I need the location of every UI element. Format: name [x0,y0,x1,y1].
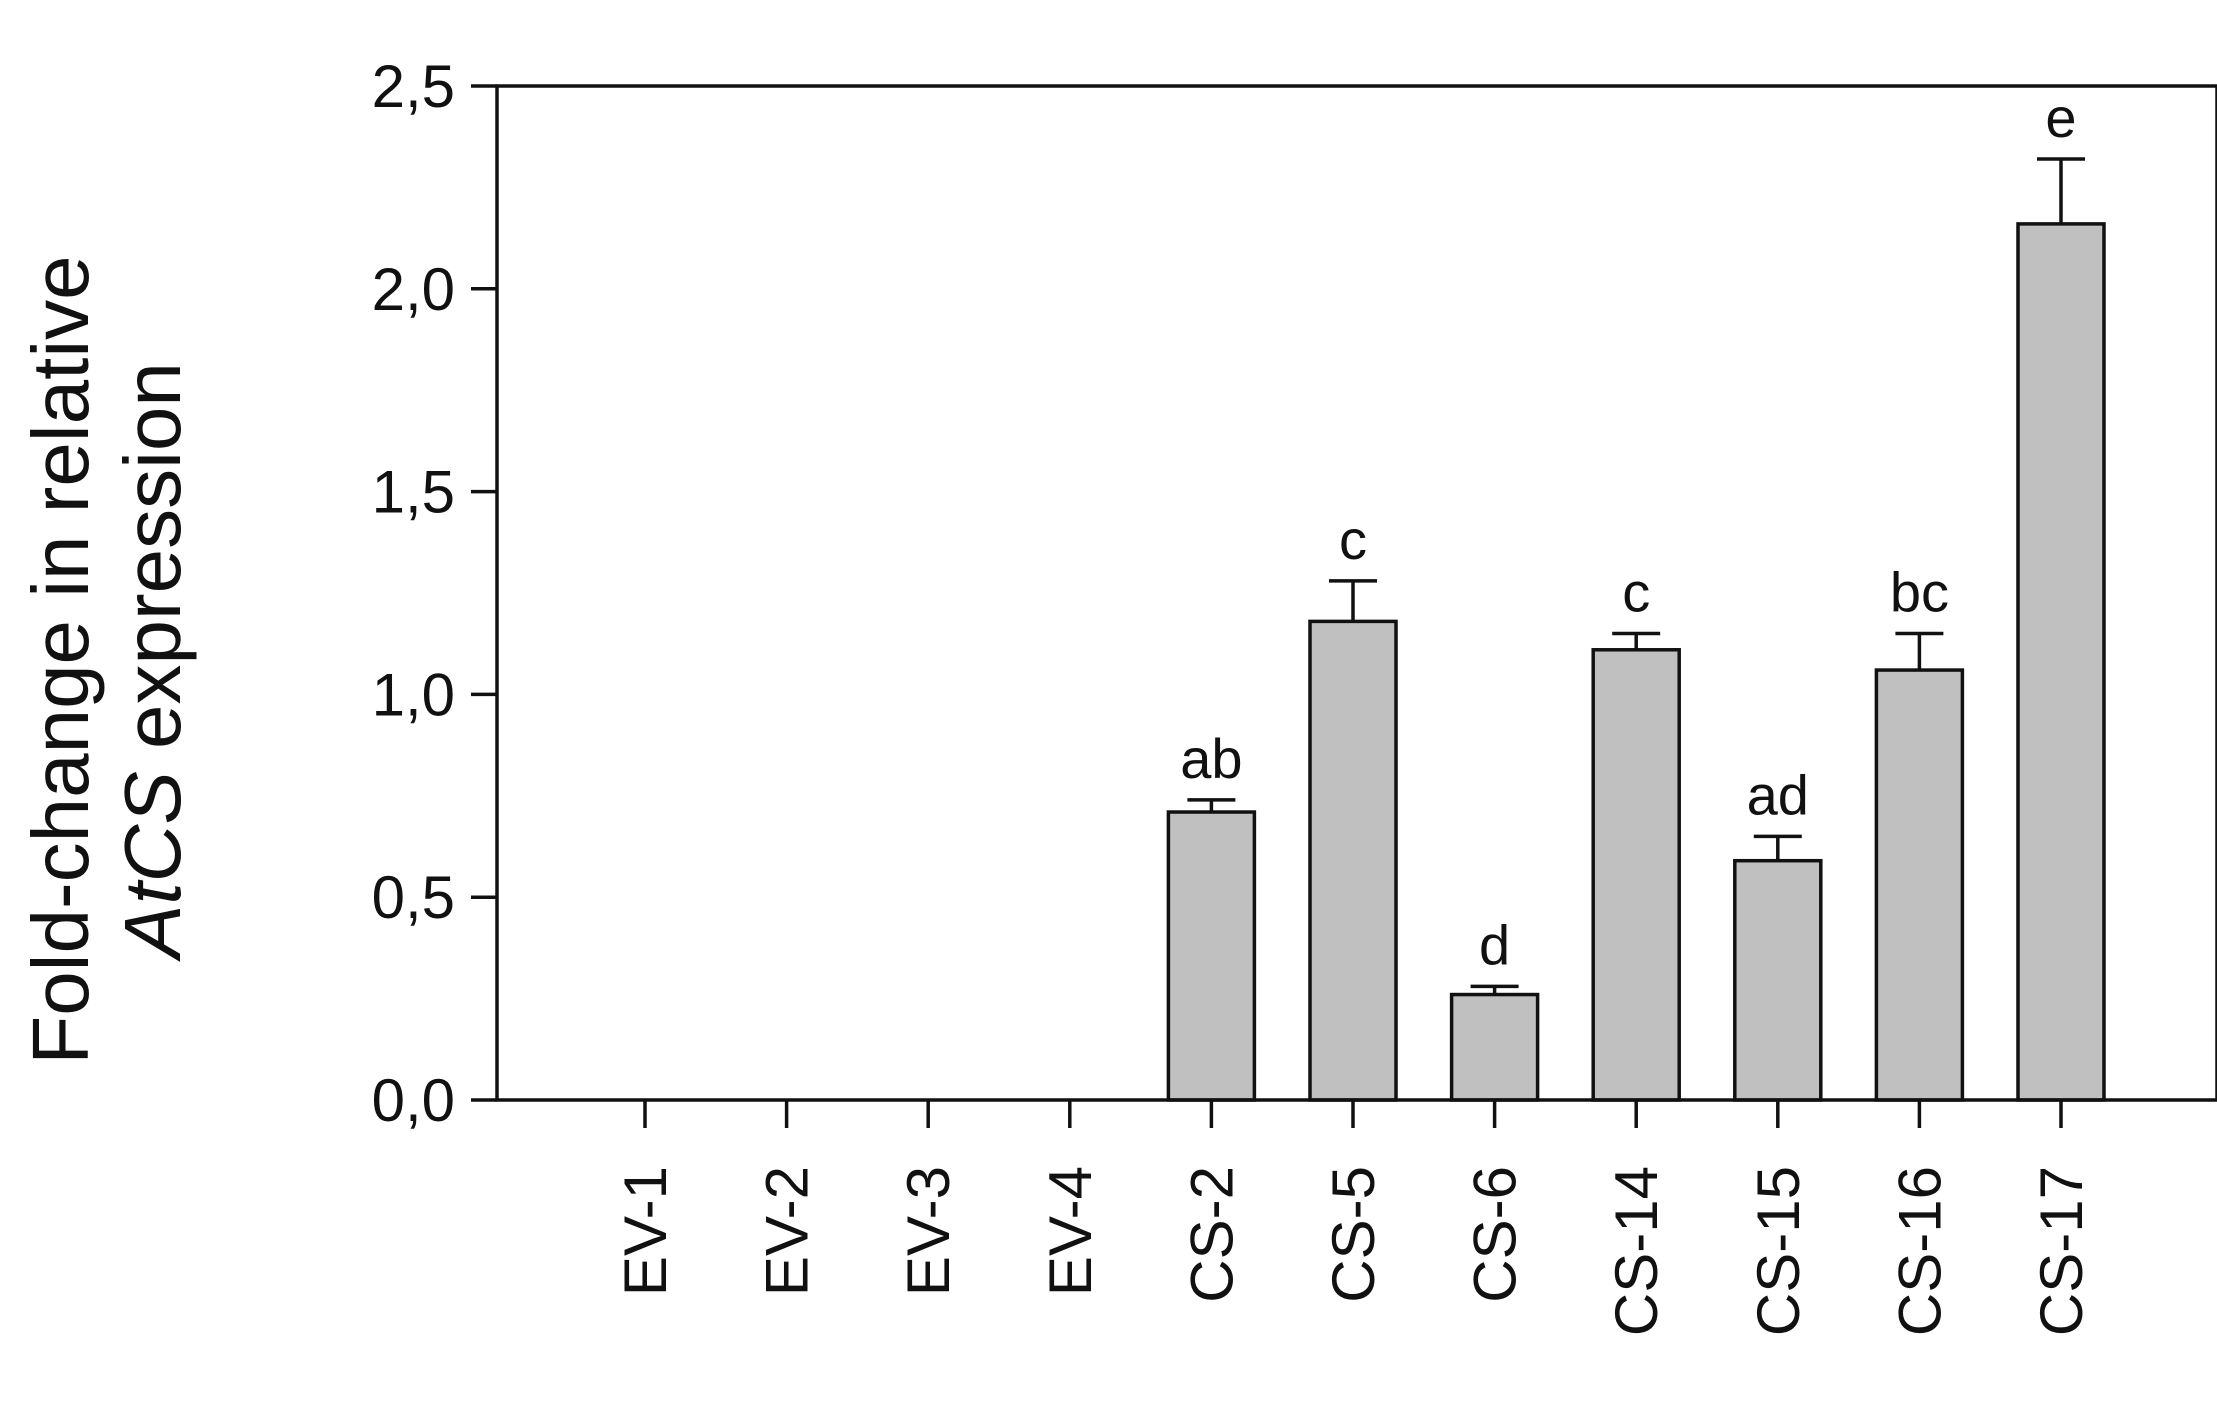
y-tick-label: 1,0 [372,661,455,728]
bar [1449,992,1540,1102]
plot-area: 0,0 0,5 1,0 1,5 2,0 2,5 EV-1 EV-2 EV-3 EV-4 CS-2 ab… [372,53,2106,1336]
x-tick-label: CS-6 [1462,1166,1529,1303]
y-tick-label: 2,5 [372,53,455,120]
y-tick-label: 1,5 [372,459,455,526]
bar [1874,668,1965,1102]
y-axis-title-suffix: expression [108,362,197,771]
bar [1733,858,1823,1102]
significance-label: ab [1180,727,1242,790]
plot-frame [495,84,2217,1102]
significance-label: ad [1747,763,1809,826]
y-axis-title-line1: Fold-change in relative [16,255,105,1064]
x-tick-label: CS-2 [1178,1166,1245,1303]
significance-label: e [2045,86,2076,149]
x-tick-label: CS-17 [2028,1166,2095,1336]
y-axis-title-line2: AtCS expression [108,362,197,962]
bar [1308,619,1398,1102]
y-tick-label: 2,0 [372,256,455,323]
significance-label: d [1479,913,1510,976]
x-tick-label: CS-14 [1603,1166,1670,1336]
y-tick-label: 0,5 [372,864,455,931]
y-axis-title: Fold-change in relative AtCS expression [16,255,197,1064]
x-tick-label: CS-15 [1745,1166,1812,1336]
x-tick-label: CS-16 [1886,1166,1953,1336]
x-tick-label: EV-1 [612,1166,679,1296]
x-tick-label: CS-5 [1320,1166,1387,1303]
bar [1591,648,1681,1102]
significance-label: c [1339,508,1367,571]
bar [1166,810,1257,1102]
y-tick-label: 0,0 [372,1067,455,1134]
x-tick-label: EV-3 [895,1166,962,1296]
x-tick-label: EV-4 [1037,1166,1104,1296]
bar [2016,222,2106,1102]
x-tick-label: EV-2 [754,1166,821,1296]
significance-label: c [1622,561,1650,624]
significance-label: bc [1890,561,1949,624]
y-axis-title-gene: AtCS [108,771,197,962]
